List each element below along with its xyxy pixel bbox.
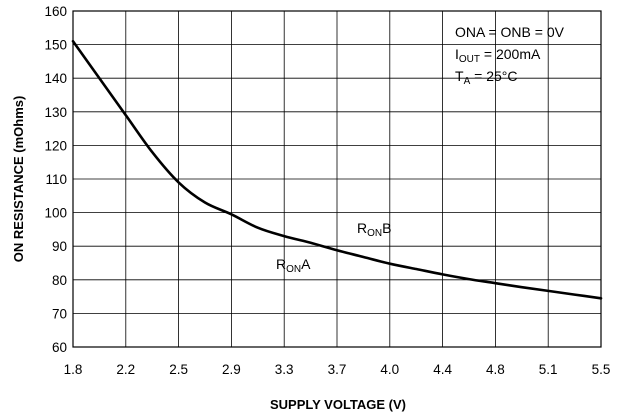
x-tick-label: 2.5 xyxy=(169,362,188,377)
series-line xyxy=(71,39,603,300)
y-tick-label: 130 xyxy=(44,105,67,120)
x-tick-label: 4.8 xyxy=(486,362,505,377)
y-tick-label: 80 xyxy=(52,273,67,288)
condition-line-2: IOUT = 200mA xyxy=(455,46,541,65)
series-label-ron-a: RONA xyxy=(276,256,311,275)
y-tick-label: 110 xyxy=(45,172,67,187)
condition-line-3: TA = 25°C xyxy=(455,68,517,87)
x-tick-label: 1.8 xyxy=(64,362,83,377)
x-tick-label: 3.7 xyxy=(328,362,347,377)
x-tick-labels: 1.8 2.2 2.5 2.9 3.3 3.7 4.0 4.4 4.8 5.1 5.5 xyxy=(64,362,611,377)
y-tick-label: 60 xyxy=(52,340,67,355)
x-tick-label: 3.3 xyxy=(275,362,294,377)
condition-line-1: ONA = ONB = 0V xyxy=(455,24,565,40)
x-tick-label: 4.4 xyxy=(433,362,452,377)
y-tick-label: 100 xyxy=(44,206,67,221)
y-axis-title: ON RESISTANCE (mOhms) xyxy=(11,96,26,263)
plot-frame xyxy=(72,10,602,348)
x-tick-label: 5.5 xyxy=(592,362,611,377)
y-tick-label: 90 xyxy=(52,239,67,254)
x-tick-label: 2.2 xyxy=(116,362,135,377)
y-tick-label: 140 xyxy=(44,71,67,86)
y-tick-label: 70 xyxy=(52,306,67,321)
x-axis-title: SUPPLY VOLTAGE (V) xyxy=(270,397,406,412)
y-tick-label: 160 xyxy=(44,4,67,19)
y-tick-label: 120 xyxy=(44,138,67,153)
x-tick-label: 4.0 xyxy=(380,362,399,377)
x-tick-label: 5.1 xyxy=(539,362,558,377)
y-tick-label: 150 xyxy=(44,38,67,53)
x-tick-label: 2.9 xyxy=(222,362,241,377)
series-label-ron-b: RONB xyxy=(357,220,391,239)
y-tick-labels: 60 70 80 90 100 110 120 130 140 150 160 xyxy=(44,4,67,355)
